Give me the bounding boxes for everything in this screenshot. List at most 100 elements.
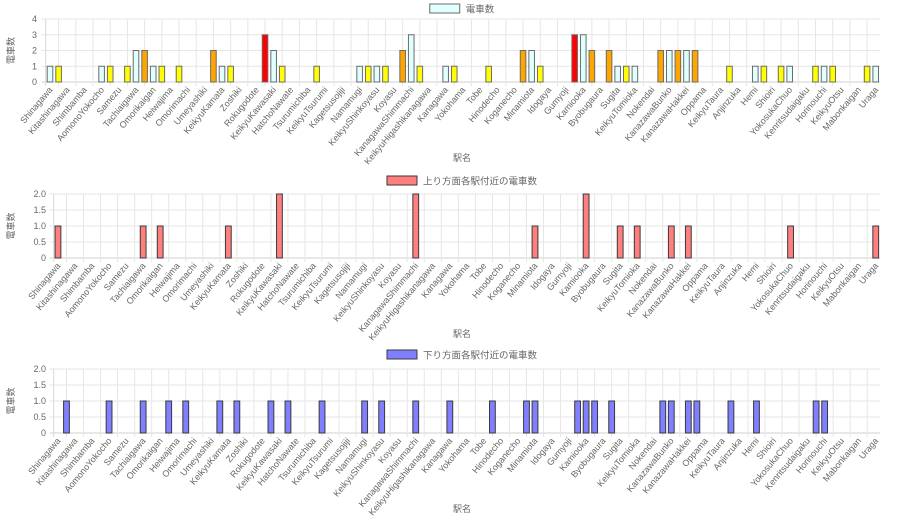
bar[interactable]: [582, 193, 590, 259]
bar[interactable]: [691, 50, 699, 83]
bar[interactable]: [227, 65, 234, 83]
bar[interactable]: [591, 400, 599, 434]
bar[interactable]: [760, 65, 768, 83]
bar[interactable]: [261, 34, 269, 83]
bar[interactable]: [182, 400, 190, 434]
bar[interactable]: [829, 65, 836, 83]
bar[interactable]: [786, 65, 793, 83]
bar[interactable]: [284, 400, 292, 434]
bar[interactable]: [416, 65, 424, 83]
bar[interactable]: [364, 65, 372, 83]
bar[interactable]: [684, 225, 692, 259]
bar[interactable]: [313, 65, 320, 83]
bar[interactable]: [210, 50, 217, 83]
bar[interactable]: [608, 400, 616, 434]
bar[interactable]: [657, 50, 664, 83]
bar[interactable]: [684, 400, 692, 434]
bar[interactable]: [614, 65, 621, 83]
bar[interactable]: [727, 400, 735, 434]
bar[interactable]: [659, 400, 667, 434]
bar[interactable]: [528, 50, 535, 83]
bar[interactable]: [683, 50, 690, 83]
bar[interactable]: [278, 65, 286, 83]
bar[interactable]: [450, 65, 458, 83]
bar[interactable]: [149, 65, 157, 83]
chart3-y-axis-title: 電車数: [5, 387, 17, 414]
bar[interactable]: [753, 400, 760, 434]
bar[interactable]: [667, 225, 675, 259]
bar[interactable]: [270, 50, 277, 83]
bar[interactable]: [616, 225, 624, 259]
bar[interactable]: [872, 65, 879, 83]
bar[interactable]: [63, 400, 70, 434]
bar[interactable]: [175, 65, 183, 83]
bar[interactable]: [361, 400, 369, 434]
bar[interactable]: [631, 65, 639, 83]
bar[interactable]: [54, 225, 62, 259]
bar[interactable]: [165, 400, 173, 434]
bar[interactable]: [582, 400, 590, 434]
bar[interactable]: [132, 50, 140, 83]
bar[interactable]: [98, 65, 105, 83]
bar[interactable]: [224, 225, 232, 259]
bar[interactable]: [356, 65, 363, 83]
bar[interactable]: [485, 65, 492, 83]
bar[interactable]: [139, 225, 147, 259]
bar[interactable]: [446, 400, 454, 434]
chart-down-trains: 00.51.01.52.0 ShinagawaKitashinagawaShim…: [5, 349, 880, 517]
bar[interactable]: [233, 400, 241, 434]
bar[interactable]: [726, 65, 733, 83]
bar[interactable]: [46, 65, 54, 83]
chart2-legend[interactable]: 上り方面各駅付近の電車数: [386, 175, 538, 188]
bar[interactable]: [812, 400, 820, 434]
bar[interactable]: [787, 225, 794, 259]
chart3-legend[interactable]: 下り方面各駅付近の電車数: [386, 349, 538, 362]
bar[interactable]: [373, 65, 381, 83]
bar[interactable]: [872, 225, 880, 259]
chart1-legend[interactable]: 電車数: [429, 3, 495, 16]
bar[interactable]: [812, 65, 819, 83]
bar[interactable]: [378, 400, 386, 434]
bar[interactable]: [821, 400, 829, 434]
bar[interactable]: [105, 400, 113, 434]
bar[interactable]: [605, 50, 613, 83]
bar[interactable]: [571, 34, 578, 83]
bar[interactable]: [863, 65, 871, 83]
bar[interactable]: [777, 65, 785, 83]
bar[interactable]: [382, 65, 389, 83]
bar[interactable]: [442, 65, 449, 83]
bar[interactable]: [674, 50, 682, 83]
bar[interactable]: [158, 65, 166, 83]
bar[interactable]: [124, 65, 131, 83]
bar[interactable]: [216, 400, 224, 434]
bar[interactable]: [489, 400, 496, 434]
bar[interactable]: [667, 400, 675, 434]
bar[interactable]: [531, 225, 539, 259]
bar[interactable]: [574, 400, 581, 434]
bar[interactable]: [523, 400, 530, 434]
bar[interactable]: [276, 193, 283, 259]
bar[interactable]: [536, 65, 544, 83]
bar[interactable]: [751, 65, 759, 83]
bar[interactable]: [588, 50, 596, 83]
bar[interactable]: [693, 400, 701, 434]
bar[interactable]: [141, 50, 148, 83]
bar[interactable]: [519, 50, 527, 83]
bar[interactable]: [633, 225, 641, 259]
bar[interactable]: [156, 225, 164, 259]
bar[interactable]: [407, 34, 415, 83]
bar[interactable]: [820, 65, 828, 83]
bar[interactable]: [665, 50, 673, 83]
bar[interactable]: [622, 65, 630, 83]
bar[interactable]: [218, 65, 226, 83]
bar[interactable]: [55, 65, 62, 83]
bar[interactable]: [106, 65, 114, 83]
bar[interactable]: [399, 50, 406, 83]
bar[interactable]: [531, 400, 539, 434]
bar[interactable]: [267, 400, 275, 434]
bar[interactable]: [412, 400, 420, 434]
bar[interactable]: [579, 34, 587, 83]
bar[interactable]: [139, 400, 147, 434]
bar[interactable]: [318, 400, 326, 434]
bar[interactable]: [412, 193, 420, 259]
